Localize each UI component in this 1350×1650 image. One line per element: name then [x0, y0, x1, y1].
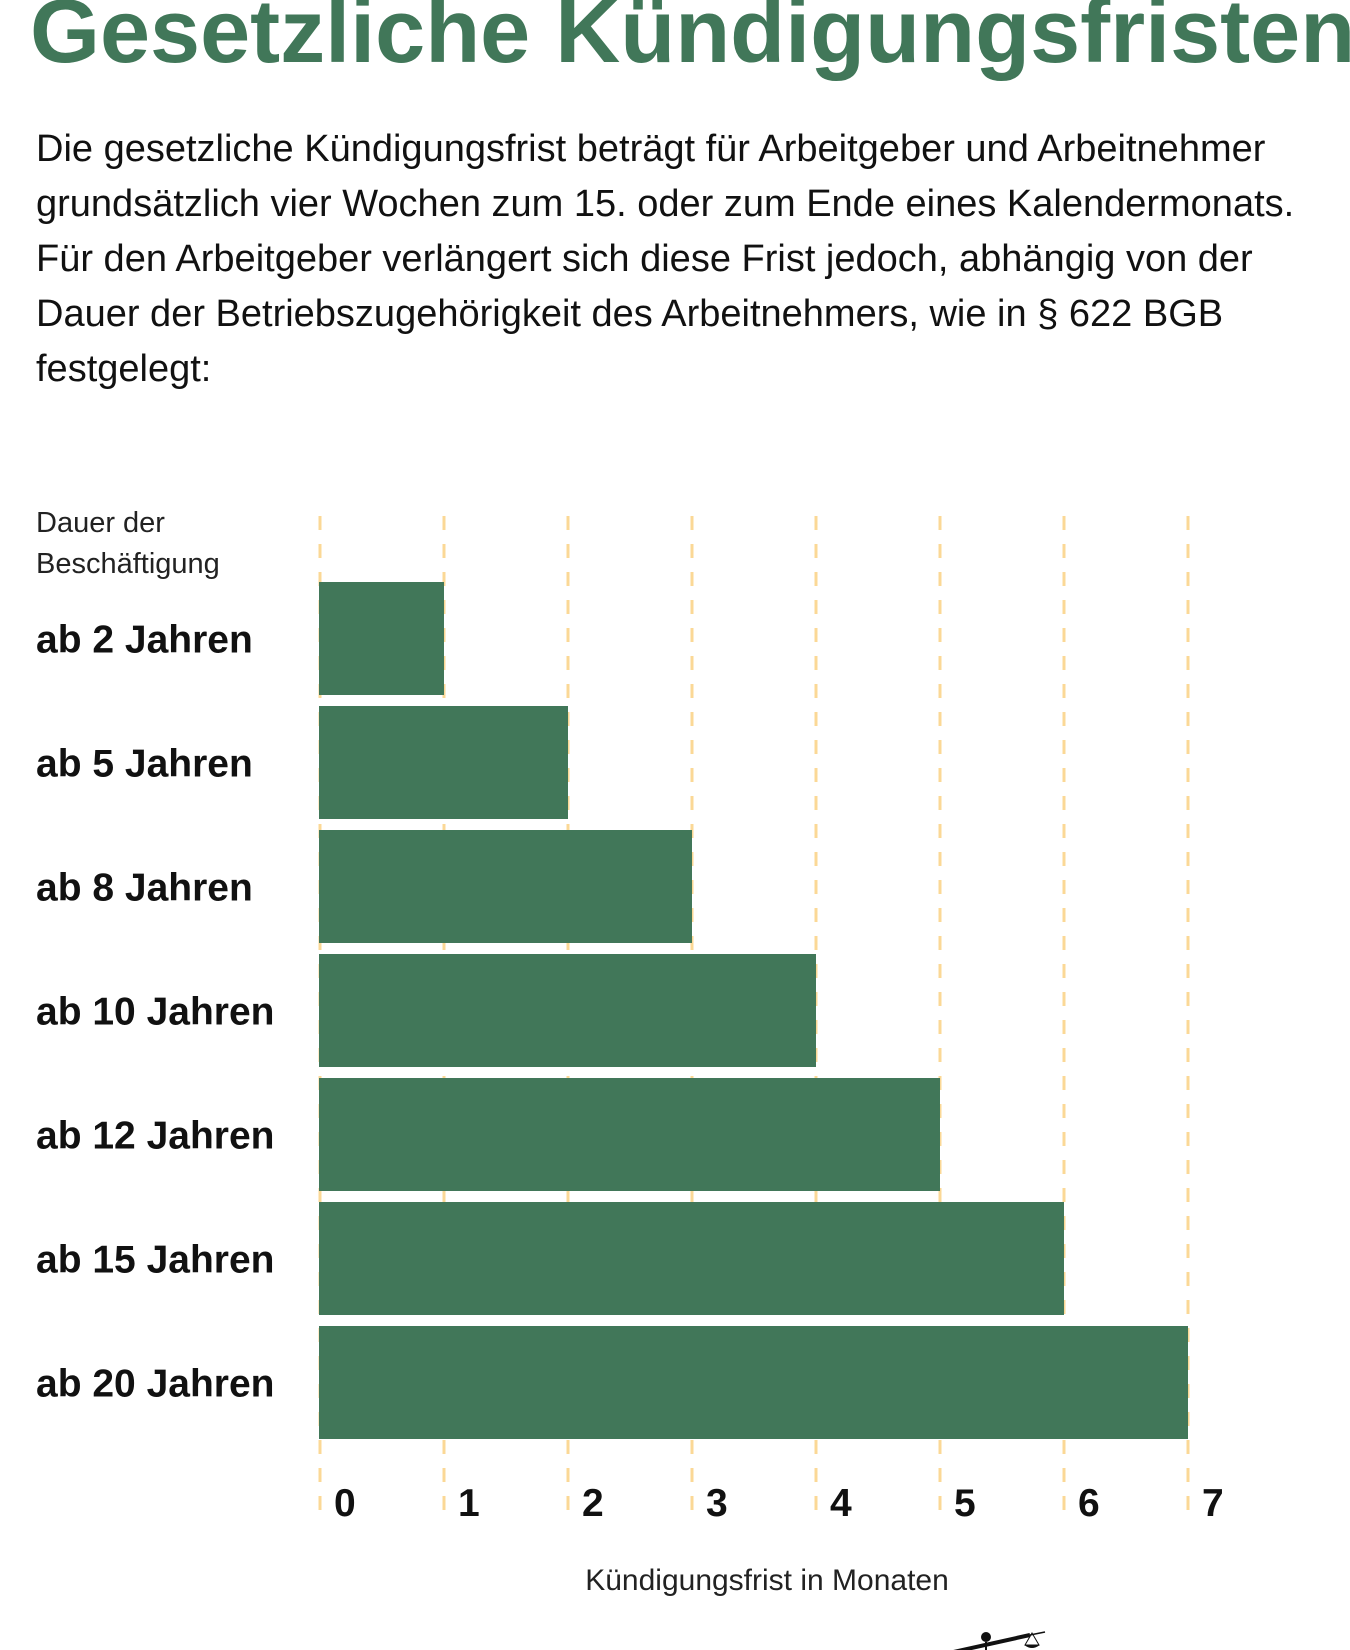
category-label: ab 2 Jahren — [36, 619, 253, 662]
bar — [319, 1202, 1064, 1315]
y-axis-label-line-1: Dauer der — [36, 507, 165, 539]
x-tick-label: 3 — [706, 1482, 728, 1525]
bars — [319, 582, 1188, 1439]
x-tick-label: 2 — [582, 1482, 604, 1525]
y-axis-label: Dauer der Beschäftigung — [36, 503, 220, 585]
category-label: ab 5 Jahren — [36, 743, 253, 786]
x-tick-label: 6 — [1078, 1482, 1100, 1525]
x-tick-label: 7 — [1202, 1482, 1224, 1525]
x-tick-label: 5 — [954, 1482, 976, 1525]
y-axis-label-line-2: Beschäftigung — [36, 548, 220, 580]
category-label: ab 20 Jahren — [36, 1363, 274, 1406]
x-tick-label: 0 — [334, 1482, 356, 1525]
scales-of-justice-icon — [953, 1631, 1046, 1650]
x-tick-label: 4 — [830, 1482, 852, 1525]
intro-text: Die gesetzliche Kündigungsfrist beträgt … — [36, 122, 1326, 397]
intro-paragraph-1: Die gesetzliche Kündigungsfrist beträgt … — [36, 128, 1295, 225]
intro-paragraph-2: Für den Arbeitgeber verlängert sich dies… — [36, 238, 1253, 390]
page-title: Gesetzliche Kündigungsfristen — [30, 0, 1350, 82]
bar — [319, 1326, 1188, 1439]
bar — [319, 582, 444, 695]
category-label: ab 10 Jahren — [36, 991, 274, 1034]
category-label: ab 8 Jahren — [36, 867, 253, 910]
x-tick-label: 1 — [458, 1482, 480, 1525]
bar — [319, 954, 816, 1067]
bar — [319, 1078, 940, 1191]
category-label: ab 12 Jahren — [36, 1115, 274, 1158]
bar — [319, 830, 692, 943]
tick-labels: 0 1 2 3 4 5 6 7 — [334, 1482, 1224, 1525]
x-axis-label: Kündigungsfrist in Monaten — [585, 1564, 949, 1597]
category-label: ab 15 Jahren — [36, 1239, 274, 1282]
category-labels: ab 2 Jahren ab 5 Jahren ab 8 Jahren ab 10 J… — [36, 619, 274, 1406]
bar — [319, 706, 568, 819]
